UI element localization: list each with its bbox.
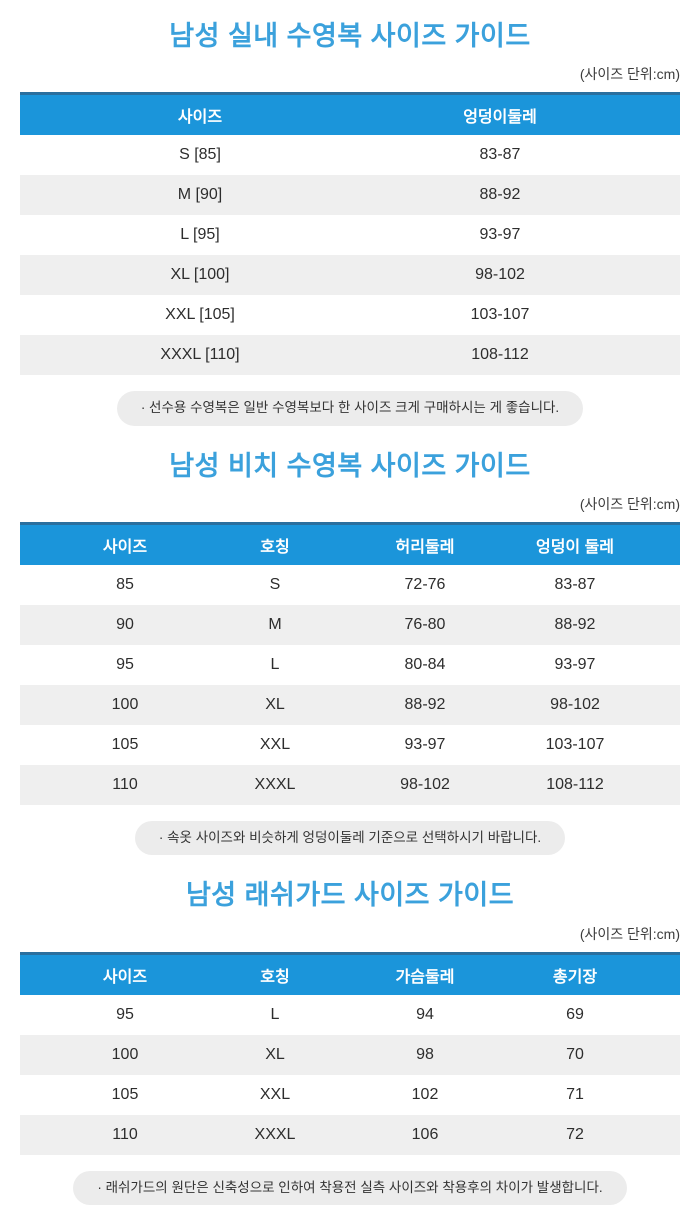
table-row: 105 XXL 93-97 103-107 xyxy=(20,725,680,765)
section-beach-swimsuit: 남성 비치 수영복 사이즈 가이드 (사이즈 단위:cm) 사이즈 호칭 허리둘… xyxy=(0,430,700,856)
table-row: 110 XXXL 98-102 108-112 xyxy=(20,765,680,805)
table-cell: 100 xyxy=(111,1045,139,1063)
section-rash-guard: 남성 래쉬가드 사이즈 가이드 (사이즈 단위:cm) 사이즈 호칭 가슴둘레 … xyxy=(0,859,700,1205)
table-row: 85 S 72-76 83-87 xyxy=(20,565,680,605)
beach-swimsuit-size-table: 사이즈 호칭 허리둘레 엉덩이 둘레 85 S 72-76 83-87 90 M… xyxy=(20,522,680,805)
table-cell: 88-92 xyxy=(479,186,521,204)
table-cell: L [95] xyxy=(180,226,220,244)
table-row: 90 M 76-80 88-92 xyxy=(20,605,680,645)
table-cell: 88-92 xyxy=(554,616,596,633)
table-cell: XL xyxy=(265,1045,285,1063)
table-cell: 105 xyxy=(111,736,139,753)
table-cell: 102 xyxy=(411,1085,439,1103)
size-unit-label: (사이즈 단위:cm) xyxy=(579,925,680,942)
table-cell: 93-97 xyxy=(404,736,446,753)
table-header-row: 사이즈 호칭 가슴둘레 총기장 xyxy=(20,951,680,995)
table-cell: 98-102 xyxy=(550,696,600,713)
table-cell: 110 xyxy=(112,776,138,793)
table-cell: 72 xyxy=(566,1125,584,1143)
table-cell: S [85] xyxy=(179,146,221,164)
table-cell: 85 xyxy=(116,576,134,593)
table-cell: 72-76 xyxy=(404,576,446,593)
table-cell: 93-97 xyxy=(554,656,596,673)
table-row: XXL [105] 103-107 xyxy=(20,295,680,335)
table-cell: 98-102 xyxy=(475,266,525,284)
column-header: 호칭 xyxy=(260,539,290,556)
table-cell: 100 xyxy=(111,696,139,713)
table-row: XL [100] 98-102 xyxy=(20,255,680,296)
table-cell: 98-102 xyxy=(400,776,450,793)
table-cell: 76-80 xyxy=(404,616,446,633)
table-row: S [85] 83-87 xyxy=(20,135,680,175)
table-cell: XL [100] xyxy=(170,266,230,284)
table-cell: 108-112 xyxy=(471,346,529,364)
table-cell: XXXL xyxy=(254,1125,296,1143)
table-cell: XXL [105] xyxy=(165,306,235,324)
table-cell: XXL xyxy=(259,1085,291,1103)
column-header: 사이즈 xyxy=(177,109,223,127)
table-cell: 93-97 xyxy=(479,226,521,244)
table-row: 100 XL 98 70 xyxy=(20,1034,680,1075)
table-cell: 88-92 xyxy=(404,696,446,713)
table-cell: 83-87 xyxy=(479,146,521,164)
note-container: · 속옷 사이즈와 비슷하게 엉덩이둘레 기준으로 선택하시기 바랍니다. xyxy=(0,821,700,856)
page-title: 남성 래쉬가드 사이즈 가이드 xyxy=(185,880,515,911)
table-row: 95 L 94 69 xyxy=(20,995,680,1035)
table-cell: 83-87 xyxy=(554,576,596,593)
table-cell: 95 xyxy=(116,1005,134,1023)
table-header-row: 사이즈 호칭 허리둘레 엉덩이 둘레 xyxy=(20,522,680,565)
note-container: · 선수용 수영복은 일반 수영복보다 한 사이즈 크게 구매하시는 게 좋습니… xyxy=(0,391,700,426)
rash-guard-size-table: 사이즈 호칭 가슴둘레 총기장 95 L 94 69 100 XL 98 70 … xyxy=(20,951,680,1155)
column-header: 가슴둘레 xyxy=(395,968,455,986)
table-row: 105 XXL 102 71 xyxy=(20,1075,680,1115)
table-row: L [95] 93-97 xyxy=(20,215,680,255)
column-header: 사이즈 xyxy=(102,539,148,556)
table-cell: M [90] xyxy=(177,186,223,204)
size-note: · 속옷 사이즈와 비슷하게 엉덩이둘레 기준으로 선택하시기 바랍니다. xyxy=(134,821,566,856)
size-unit-label: (사이즈 단위:cm) xyxy=(579,496,680,512)
column-header: 사이즈 xyxy=(102,968,148,986)
table-cell: XXL xyxy=(259,736,291,753)
page-title: 남성 비치 수영복 사이즈 가이드 xyxy=(169,450,531,481)
table-row: 95 L 80-84 93-97 xyxy=(20,645,680,685)
table-cell: XXXL [110] xyxy=(160,346,240,364)
table-row: M [90] 88-92 xyxy=(20,175,680,216)
table-cell: 95 xyxy=(116,656,134,673)
table-cell: 103-107 xyxy=(545,736,605,753)
table-cell: L xyxy=(270,656,280,673)
table-cell: 94 xyxy=(416,1005,434,1023)
table-row: XXXL [110] 108-112 xyxy=(20,335,680,376)
table-header-row: 사이즈 엉덩이둘레 xyxy=(20,92,680,136)
column-header: 호칭 xyxy=(260,968,290,986)
page-title: 남성 실내 수영복 사이즈 가이드 xyxy=(169,21,531,51)
size-unit-label: (사이즈 단위:cm) xyxy=(579,66,680,83)
table-cell: 80-84 xyxy=(404,656,446,673)
table-row: 100 XL 88-92 98-102 xyxy=(20,685,680,725)
column-header: 엉덩이둘레 xyxy=(463,109,537,127)
table-cell: 69 xyxy=(566,1005,584,1023)
table-cell: 108-112 xyxy=(546,776,604,793)
note-container: · 래쉬가드의 원단은 신축성으로 인하여 착용전 실측 사이즈와 착용후의 차… xyxy=(0,1170,700,1205)
column-header: 엉덩이 둘레 xyxy=(535,539,615,556)
table-cell: L xyxy=(270,1005,280,1023)
table-cell: 70 xyxy=(566,1045,584,1063)
table-row: 110 XXXL 106 72 xyxy=(20,1114,680,1155)
section-indoor-swimsuit: 남성 실내 수영복 사이즈 가이드 (사이즈 단위:cm) 사이즈 엉덩이둘레 … xyxy=(0,0,700,426)
table-cell: S xyxy=(269,576,281,593)
table-cell: 71 xyxy=(566,1085,584,1103)
size-note: · 래쉬가드의 원단은 신축성으로 인하여 착용전 실측 사이즈와 착용후의 차… xyxy=(73,1170,627,1205)
column-header: 허리둘레 xyxy=(395,539,455,556)
table-cell: 110 xyxy=(112,1125,138,1143)
table-cell: XL xyxy=(265,696,285,713)
table-cell: XXXL xyxy=(254,776,296,793)
table-cell: 90 xyxy=(116,616,134,633)
table-cell: 98 xyxy=(416,1045,434,1063)
indoor-swimsuit-size-table: 사이즈 엉덩이둘레 S [85] 83-87 M [90] 88-92 L [9… xyxy=(20,92,680,376)
size-note: · 선수용 수영복은 일반 수영복보다 한 사이즈 크게 구매하시는 게 좋습니… xyxy=(116,391,584,426)
column-header: 총기장 xyxy=(552,968,598,986)
table-cell: 103-107 xyxy=(470,306,530,324)
table-cell: M xyxy=(268,616,282,633)
table-cell: 105 xyxy=(111,1085,139,1103)
table-cell: 106 xyxy=(411,1125,439,1143)
